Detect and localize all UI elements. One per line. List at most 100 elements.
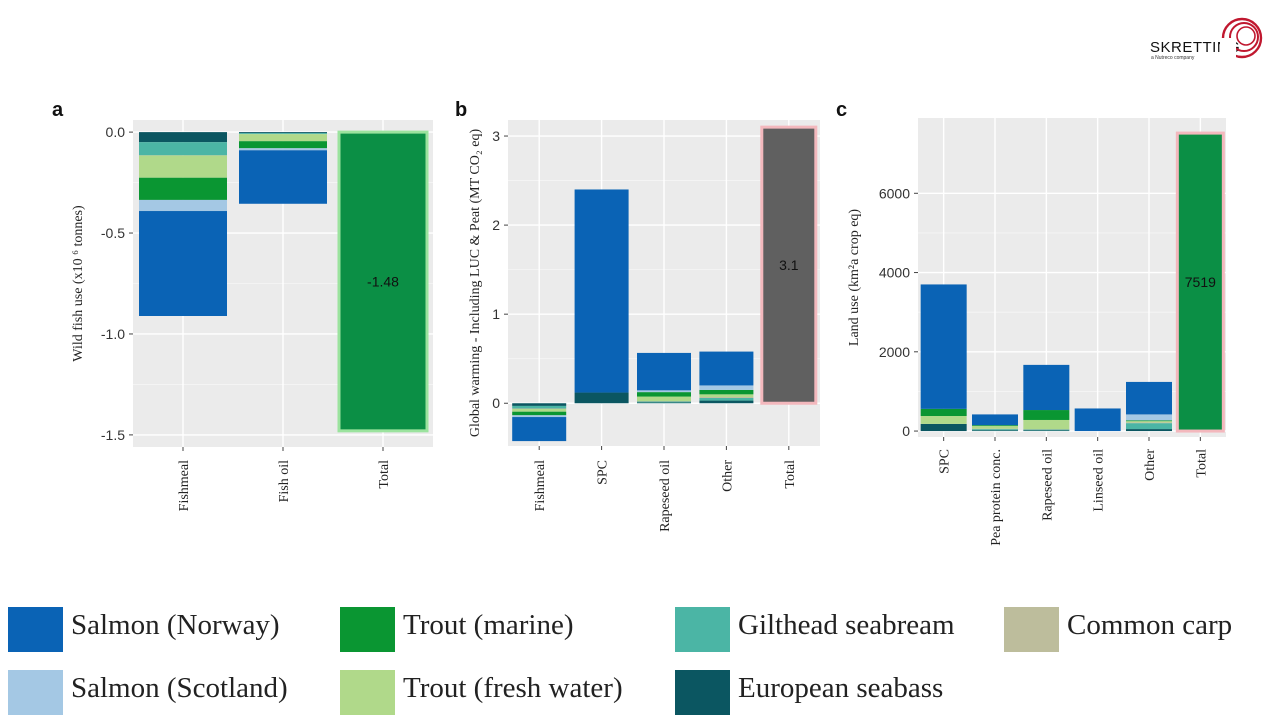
- bar-segment-salmon_norway: [1126, 381, 1172, 415]
- bar-segment-trout_fresh: [637, 396, 691, 402]
- bar-segment-trout_fresh: [139, 155, 227, 178]
- total-bar: [1175, 131, 1225, 433]
- y-tick-label: -1.5: [101, 427, 125, 443]
- bar-segment-gilthead_seabream: [512, 405, 567, 409]
- bar-segment-salmon_norway: [239, 150, 327, 204]
- bar-segment-european_seabass: [139, 132, 227, 143]
- swirl-logo-icon: [1220, 17, 1263, 60]
- bar-segment-common_carp: [972, 428, 1018, 430]
- y-tick-label: 0: [902, 423, 910, 439]
- bar-segment-common_carp: [637, 401, 691, 402]
- bar-segment-european_seabass: [637, 402, 691, 404]
- y-tick-label: 0: [492, 395, 500, 411]
- figure-charts: -1.48 0.0 -0.5 -1.0 -1.5 Fishmeal Fish oil Tota…: [71, 118, 1226, 546]
- x-category-label: Rapeseed oil: [1040, 449, 1055, 521]
- bar-segment-gilthead_seabream: [699, 397, 754, 401]
- bar-segment-trout_fresh: [239, 134, 327, 142]
- bar-segment-trout_marine: [1126, 420, 1172, 422]
- panel-letter-c: c: [836, 99, 848, 121]
- x-category-label: SPC: [596, 460, 611, 485]
- bar-segment-european_seabass: [920, 423, 967, 432]
- x-category-label: Pea protein conc.: [989, 449, 1004, 546]
- bar-segment-european_seabass: [699, 400, 754, 404]
- bar-segment-trout_fresh: [920, 415, 967, 424]
- chart-legend: Salmon (Norway) Trout (marine) Gilthead se…: [0, 590, 1280, 720]
- panel-letter-b: b: [455, 99, 468, 121]
- bar-segment-gilthead_seabream: [1023, 429, 1070, 431]
- bar-segment-trout_marine: [699, 389, 754, 395]
- bar-segment-european_seabass: [574, 392, 629, 404]
- bar-segment-gilthead_seabream: [139, 142, 227, 156]
- bar-segment-salmon_norway: [972, 414, 1018, 426]
- bar-segment-trout_fresh: [972, 425, 1018, 429]
- x-category-label: Fishmeal: [177, 460, 192, 511]
- total-bar: [760, 125, 818, 405]
- legend-swatch: [340, 607, 395, 652]
- bar-segment-salmon_scotland: [512, 415, 567, 418]
- legend-label: European seabass: [738, 672, 944, 704]
- bar-segment-european_seabass: [1126, 429, 1172, 432]
- legend-label: Salmon (Norway): [71, 609, 280, 641]
- bar-segment-trout_fresh: [1126, 421, 1172, 423]
- total-value-label: 7519: [1185, 274, 1216, 290]
- company-logo: SKRETTING a Nutreco company: [1148, 16, 1263, 66]
- x-category-label: Total: [1194, 449, 1209, 478]
- bar-segment-trout_marine: [1023, 410, 1070, 420]
- plot-background: [918, 118, 1226, 437]
- y-tick-label: 6000: [879, 185, 910, 201]
- bar-segment-common_carp: [1126, 422, 1172, 424]
- x-category-label: Rapeseed oil: [658, 460, 673, 532]
- bar-segment-common_carp: [1023, 429, 1070, 430]
- bar-segment-salmon_norway: [1074, 408, 1121, 432]
- bar-segment-gilthead_seabream: [239, 133, 327, 135]
- x-category-label: Fishmeal: [533, 460, 548, 511]
- bar-segment-european_seabass: [1023, 430, 1070, 432]
- y-tick-label: 4000: [879, 265, 910, 281]
- bar-segment-salmon_scotland: [239, 148, 327, 151]
- bar-segment-salmon_norway: [139, 211, 227, 316]
- legend-label: Trout (marine): [403, 609, 574, 641]
- bar-segment-salmon_norway: [1023, 364, 1070, 411]
- legend-swatch: [1004, 607, 1059, 652]
- chart-panel-b: 3.1 0 1 2 3 Fishmeal SPC Rapeseed oil Other Total…: [468, 120, 820, 532]
- bar-segment-salmon_norway: [512, 417, 567, 442]
- bar-segment-common_carp: [512, 408, 567, 410]
- bar-segment-salmon_scotland: [699, 385, 754, 390]
- x-category-label: Total: [377, 460, 392, 489]
- bar-segment-trout_marine: [512, 411, 567, 416]
- x-category-label: Total: [783, 460, 798, 489]
- x-category-label: SPC: [938, 449, 953, 474]
- logo-tagline: a Nutreco company: [1151, 55, 1195, 61]
- bar-segment-gilthead_seabream: [637, 401, 691, 403]
- bar-segment-european_seabass: [512, 403, 567, 406]
- panel-letter-a: a: [52, 99, 64, 121]
- x-category-label: Linseed oil: [1092, 449, 1107, 512]
- y-tick-label: 2: [492, 217, 500, 233]
- bar-segment-european_seabass: [972, 430, 1018, 432]
- y-axis-label: Global warming - Including LUC & Peat (M…: [468, 129, 483, 438]
- x-category-label: Other: [1143, 449, 1158, 481]
- chart-panel-c: 7519 0 2000 4000 6000 SPC Pea protein conc. Rap…: [847, 118, 1226, 546]
- bar-segment-salmon_scotland: [139, 199, 227, 212]
- bar-segment-gilthead_seabream: [1126, 423, 1172, 430]
- bar-segment-european_seabass: [239, 132, 327, 134]
- total-value-label: 3.1: [779, 257, 799, 273]
- y-tick-label: 1: [492, 306, 500, 322]
- legend-swatch: [675, 670, 730, 715]
- bar-segment-trout_marine: [139, 177, 227, 200]
- y-tick-label: 3: [492, 128, 500, 144]
- bar-segment-salmon_norway: [637, 352, 691, 391]
- chart-panel-a: -1.48 0.0 -0.5 -1.0 -1.5 Fishmeal Fish oil Tota…: [71, 120, 433, 511]
- y-tick-label: -0.5: [101, 225, 125, 241]
- bar-segment-common_carp: [699, 397, 754, 398]
- y-axis-label: Land use (km²a crop eq): [847, 209, 862, 346]
- logo-name: SKRETTING: [1150, 39, 1241, 56]
- y-tick-label: 0.0: [106, 124, 126, 140]
- legend-swatch: [8, 607, 63, 652]
- legend-label: Trout (fresh water): [403, 672, 623, 704]
- legend-label: Gilthead seabream: [738, 609, 955, 641]
- y-tick-label: -1.0: [101, 326, 125, 342]
- y-tick-label: 2000: [879, 344, 910, 360]
- bar-segment-salmon_scotland: [637, 390, 691, 393]
- bar-segment-trout_marine: [920, 408, 967, 416]
